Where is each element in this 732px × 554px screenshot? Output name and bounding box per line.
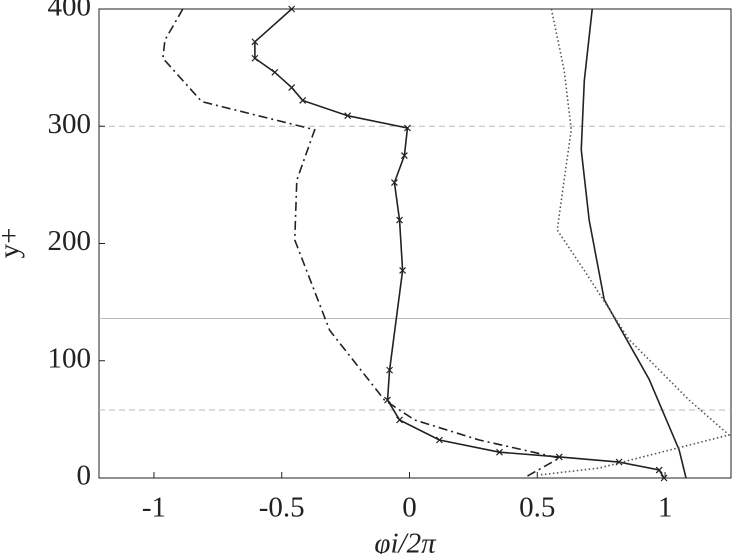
x-axis-label: φi/2π [374,528,437,554]
series-line [162,8,562,479]
point-marker [344,112,352,120]
point-marker [660,474,668,482]
series-line [539,8,731,476]
point-marker [399,267,407,274]
series-line [580,8,687,479]
x-tick-label: 0 [402,492,417,524]
point-marker [555,453,563,461]
plot-frame [98,8,732,479]
point-marker [288,84,296,91]
point-marker [271,68,279,76]
point-marker [396,216,403,224]
series-line [254,8,665,479]
point-marker [251,38,259,46]
point-marker [400,152,408,159]
point-marker [288,5,296,13]
point-marker [396,416,403,424]
point-marker [391,179,398,186]
point-marker [299,97,307,104]
point-marker [386,366,393,374]
point-marker [655,466,663,474]
y-tick-label: 300 [48,108,92,140]
y-axis-label: y+ [0,228,26,259]
y-tick-label: 200 [48,225,92,257]
point-marker [404,124,411,132]
y-tick-label: 100 [48,342,92,374]
point-marker [496,448,503,456]
x-tick-label: -0.5 [259,492,305,524]
x-tick-label: 1 [658,492,673,524]
x-tick-label: 0.5 [519,492,555,524]
x-tick-label: -1 [142,492,166,524]
point-marker [435,436,443,444]
point-marker [251,54,259,62]
point-marker [384,396,391,404]
y-tick-label: 0 [77,460,92,492]
y-tick-label: 400 [48,0,92,23]
